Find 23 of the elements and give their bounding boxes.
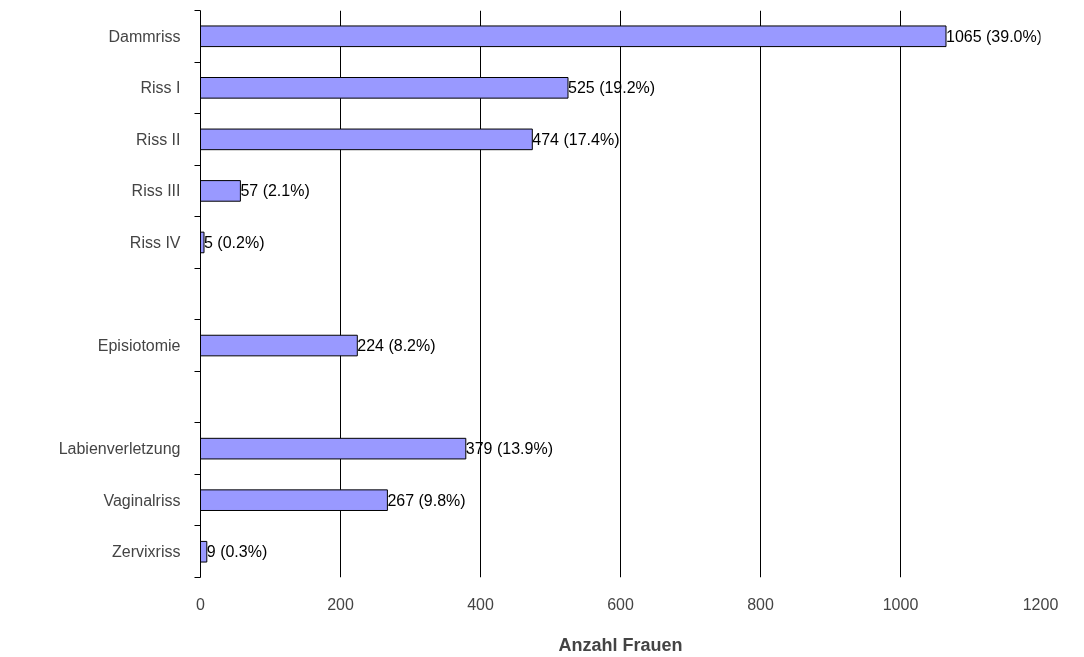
x-axis-title: Anzahl Frauen (558, 634, 683, 655)
y-tick-label: Dammriss (108, 27, 181, 45)
y-tick-label: Riss I (140, 79, 181, 97)
y-tick-label: Episiotomie (97, 337, 181, 355)
x-tick-label: 1000 (882, 595, 919, 613)
y-tick-label: Vaginalriss (103, 491, 181, 509)
x-tick-label: 800 (747, 595, 774, 613)
data-label: 57 (2.1%) (240, 182, 310, 200)
x-tick-label: 600 (607, 595, 634, 613)
data-label: 9 (0.3%) (206, 543, 268, 561)
y-tick-label: Zervixriss (112, 543, 181, 561)
x-tick-label: 200 (327, 595, 354, 613)
y-tick-label: Riss II (136, 130, 181, 148)
y-tick-label: Labienverletzung (58, 440, 181, 458)
x-tick-label: 0 (196, 595, 206, 613)
x-tick-label: 1200 (1022, 595, 1059, 613)
x-tick-label: 400 (467, 595, 494, 613)
data-label: 5 (0.2%) (204, 233, 265, 251)
y-tick-label: Riss IV (129, 233, 181, 251)
y-tick-label: Riss III (131, 182, 181, 200)
data-label: 267 (9.8%) (387, 491, 466, 509)
data-label: 224 (8.2%) (357, 337, 436, 355)
data-label: 1065 (39.0%) (946, 27, 1043, 45)
